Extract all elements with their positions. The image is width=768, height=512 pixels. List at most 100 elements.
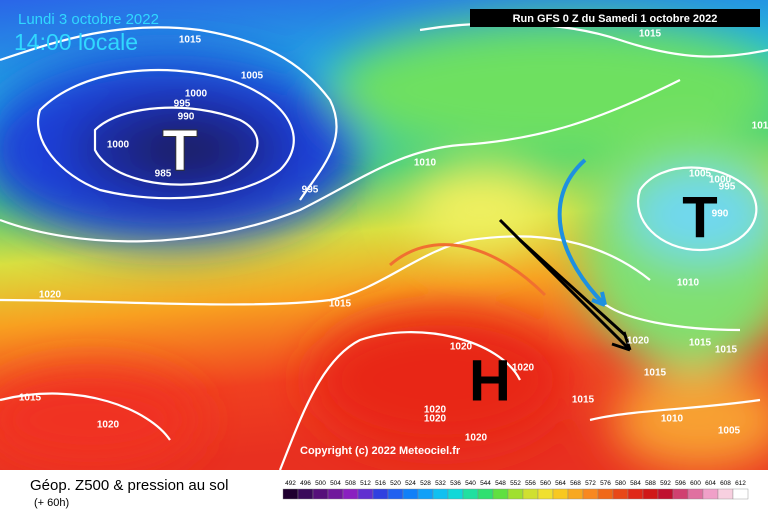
scale-label: 596 [675, 480, 686, 487]
scale-swatch [642, 488, 659, 500]
scale-label: 500 [315, 480, 326, 487]
isobar-label: 995 [302, 185, 319, 196]
scale-label: 612 [735, 480, 746, 487]
scale-swatch [522, 488, 539, 500]
scale-swatch [342, 488, 359, 500]
isobar-label: 1005 [718, 426, 741, 437]
scale-swatch [447, 488, 464, 500]
isobar-label: 1015 [644, 368, 667, 379]
isobar-label: 1000 [709, 175, 732, 186]
scale-label: 548 [495, 480, 506, 487]
pressure-center: T [162, 118, 197, 183]
scale-label: 532 [435, 480, 446, 487]
color-scale: 492 496 500 504 508 512 516 520 524 528 532 536 540 5… [282, 480, 749, 500]
scale-swatch [657, 488, 674, 500]
scale-label: 552 [510, 480, 521, 487]
isobar-label: 995 [174, 99, 191, 110]
copyright: Copyright (c) 2022 Meteociel.fr [300, 445, 461, 457]
scale-swatch [402, 488, 419, 500]
scale-label: 604 [705, 480, 716, 487]
scale-swatch [507, 488, 524, 500]
scale-swatch [357, 488, 374, 500]
isobar-label: 1000 [185, 89, 208, 100]
pressure-center: T [682, 185, 717, 250]
scale-swatch [582, 488, 599, 500]
scale-swatch [327, 488, 344, 500]
scale-swatch [432, 488, 449, 500]
scale-label: 572 [585, 480, 596, 487]
isobars [0, 22, 768, 471]
scale-swatch [597, 488, 614, 500]
scale-label: 592 [660, 480, 671, 487]
isobar-label: 990 [712, 209, 729, 220]
isobar-label: 1015 [19, 393, 42, 404]
pressure-centers: T T H [162, 118, 718, 414]
isobar-label: 985 [155, 169, 172, 180]
scale-label: 568 [570, 480, 581, 487]
scale-swatch [612, 488, 629, 500]
footer-subtitle: (+ 60h) [34, 497, 69, 509]
run-label: Run GFS 0 Z du Samedi 1 octobre 2022 [513, 13, 718, 25]
scale-label: 496 [300, 480, 311, 487]
scale-swatch [627, 488, 644, 500]
pressure-center: H [469, 348, 511, 413]
scale-swatch [567, 488, 584, 500]
scale-label: 600 [690, 480, 701, 487]
scale-label: 556 [525, 480, 536, 487]
scale-label: 528 [420, 480, 431, 487]
isobar-label: 1015 [715, 345, 738, 356]
scale-swatch [417, 488, 434, 500]
footer-title: Géop. Z500 & pression au sol [30, 477, 228, 494]
scale-label: 492 [285, 480, 296, 487]
isobar-label: 1020 [465, 433, 488, 444]
scale-label: 504 [330, 480, 341, 487]
scale-swatch [717, 488, 734, 500]
isobar-label: 1010 [414, 158, 437, 169]
scale-swatch [282, 488, 299, 500]
isobar-label: 1015 [689, 338, 712, 349]
isobar-label: 101 [752, 121, 768, 132]
scale-label: 576 [600, 480, 611, 487]
forecast-date: Lundi 3 octobre 2022 [18, 11, 159, 28]
isobar-label: 1010 [661, 414, 684, 425]
isobar-label: 1020 [627, 336, 650, 347]
scale-swatch [462, 488, 479, 500]
isobar-label: 1000 [107, 140, 130, 151]
isobar-label: 1015 [572, 395, 595, 406]
scale-label: 524 [405, 480, 416, 487]
isobar-label: 1010 [677, 278, 700, 289]
scale-swatch [537, 488, 554, 500]
scale-label: 544 [480, 480, 491, 487]
isobar-label: 1020 [97, 420, 120, 431]
scale-label: 580 [615, 480, 626, 487]
scale-swatch [492, 488, 509, 500]
scale-label: 564 [555, 480, 566, 487]
isobar-label: 1020 [39, 290, 62, 301]
map-background [0, 0, 768, 470]
arrows [389, 158, 632, 352]
scale-swatch [297, 488, 314, 500]
scale-swatch [387, 488, 404, 500]
scale-label: 560 [540, 480, 551, 487]
scale-swatch [477, 488, 494, 500]
isobar-label: 1020 [450, 342, 473, 353]
isobar-label: 1020 [424, 405, 447, 416]
scale-label: 584 [630, 480, 641, 487]
forecast-time: 14:00 locale [14, 29, 138, 55]
isobar-label: 1015 [639, 29, 662, 40]
scale-label: 520 [390, 480, 401, 487]
scale-label: 512 [360, 480, 371, 487]
isobar-label: 1020 [424, 414, 447, 425]
scale-swatch [732, 488, 749, 500]
isobar-label: 995 [719, 182, 736, 193]
scale-label: 540 [465, 480, 476, 487]
scale-swatch [552, 488, 569, 500]
isobar-label: 1005 [241, 71, 264, 82]
scale-label: 536 [450, 480, 461, 487]
isobar-label: 1020 [512, 363, 535, 374]
scale-swatch [312, 488, 329, 500]
scale-swatch [702, 488, 719, 500]
scale-label: 516 [375, 480, 386, 487]
scale-label: 608 [720, 480, 731, 487]
